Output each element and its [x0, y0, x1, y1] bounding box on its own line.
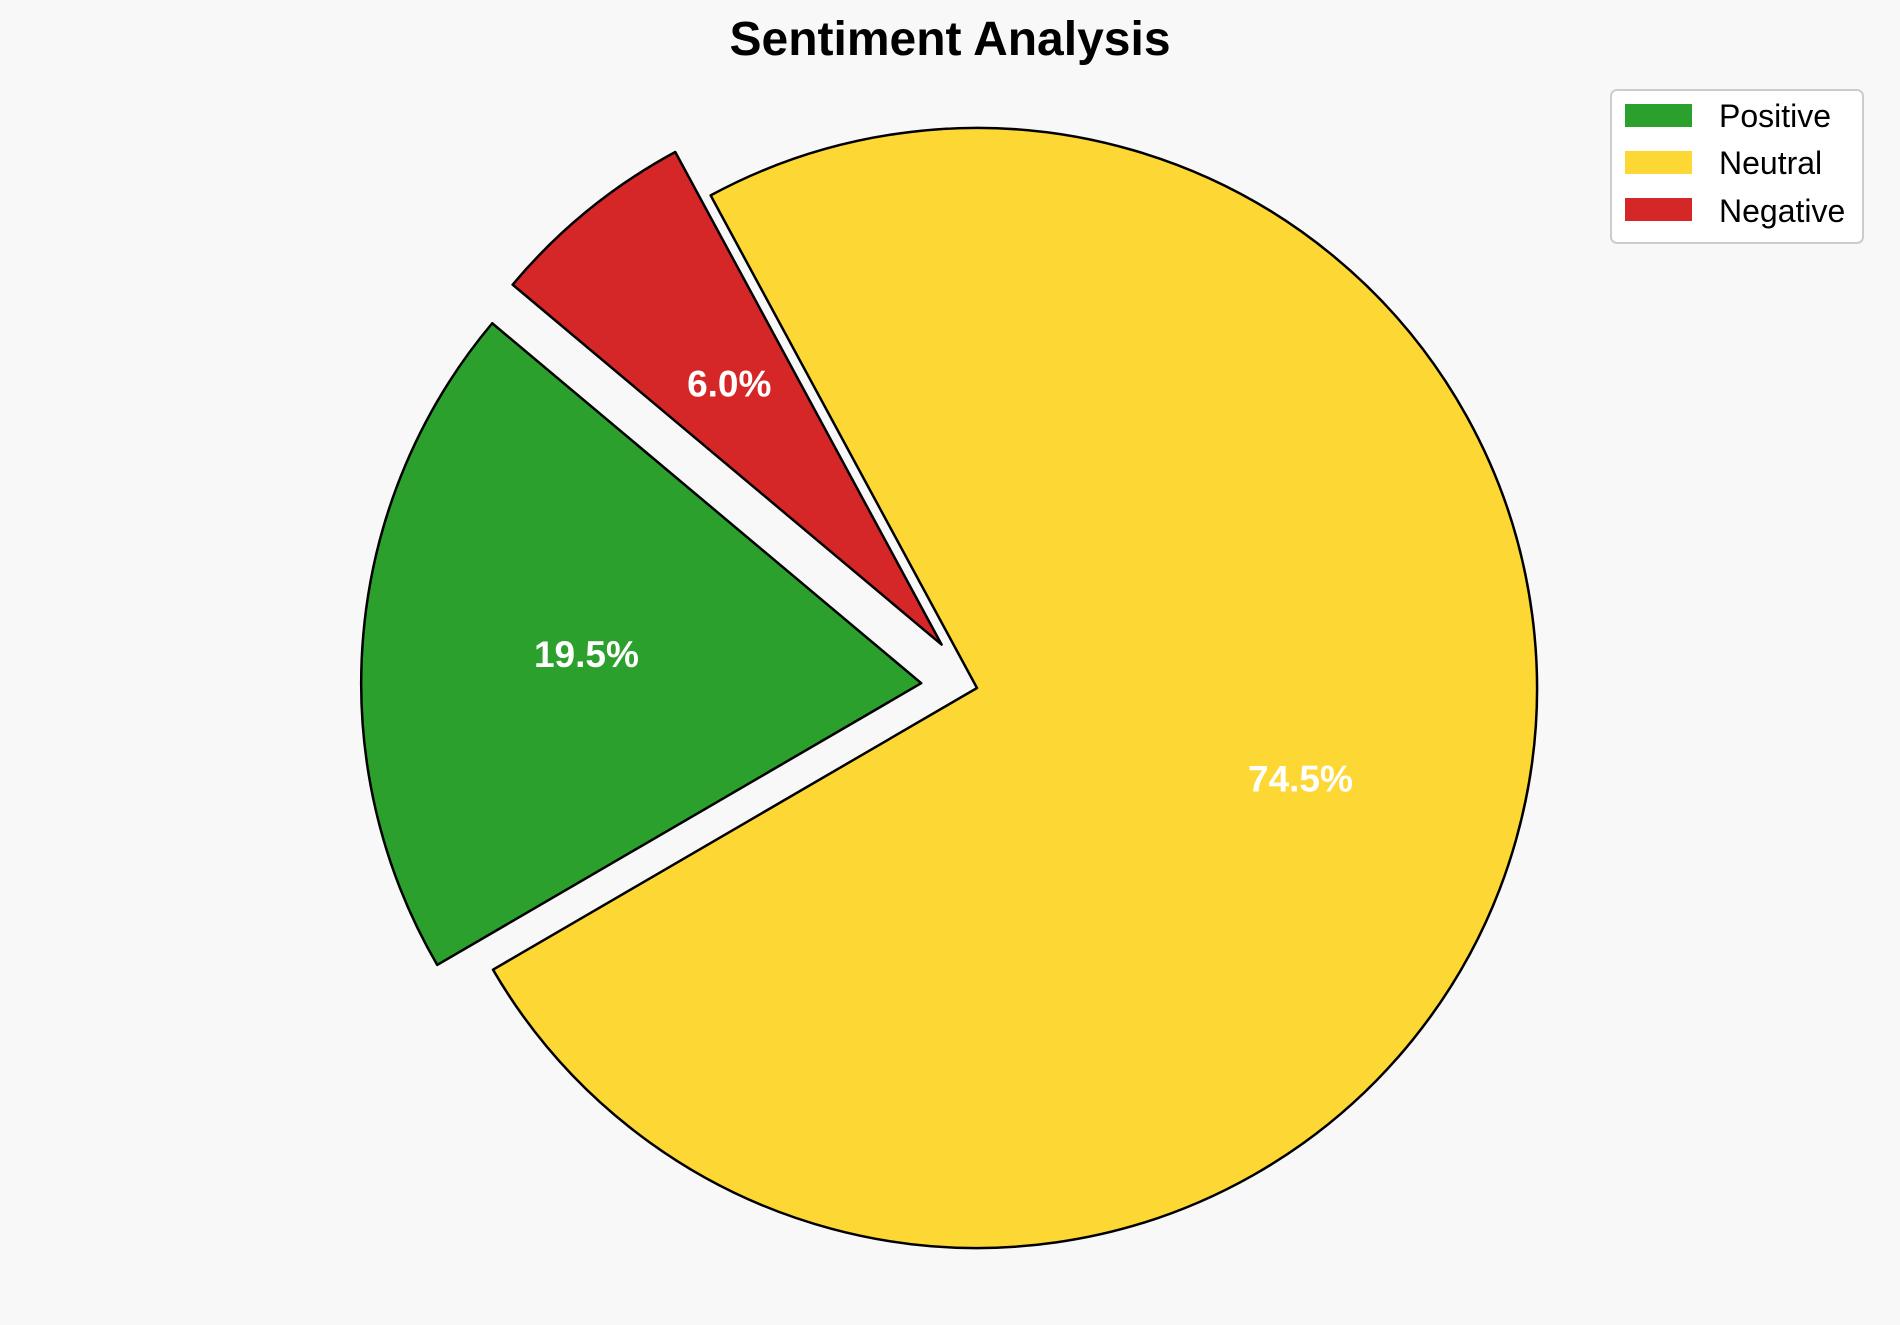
pie-slice-label-negative: 6.0% [687, 364, 771, 405]
pie-slices [359, 126, 1539, 1250]
legend-swatch-positive [1625, 104, 1692, 127]
legend-item-neutral: Neutral [1625, 145, 1822, 181]
legend-label-positive: Positive [1719, 98, 1831, 134]
legend: Positive Neutral Negative [1610, 89, 1864, 244]
legend-label-negative: Negative [1719, 193, 1845, 229]
pie-slice-neutral [491, 126, 1539, 1250]
legend-item-positive: Positive [1625, 98, 1831, 134]
pie-slice-label-positive: 19.5% [534, 634, 639, 675]
pie-slice-positive [359, 322, 923, 967]
legend-swatch-negative [1625, 198, 1692, 221]
pie-slice-label-neutral: 74.5% [1248, 758, 1353, 799]
pie-slice-negative [511, 150, 943, 646]
chart-title: Sentiment Analysis [729, 13, 1170, 66]
pie-slice-labels: 19.5% 74.5% 6.0% [534, 364, 1353, 800]
legend-swatch-neutral [1625, 151, 1692, 174]
legend-label-neutral: Neutral [1719, 145, 1822, 181]
legend-item-negative: Negative [1625, 193, 1845, 229]
